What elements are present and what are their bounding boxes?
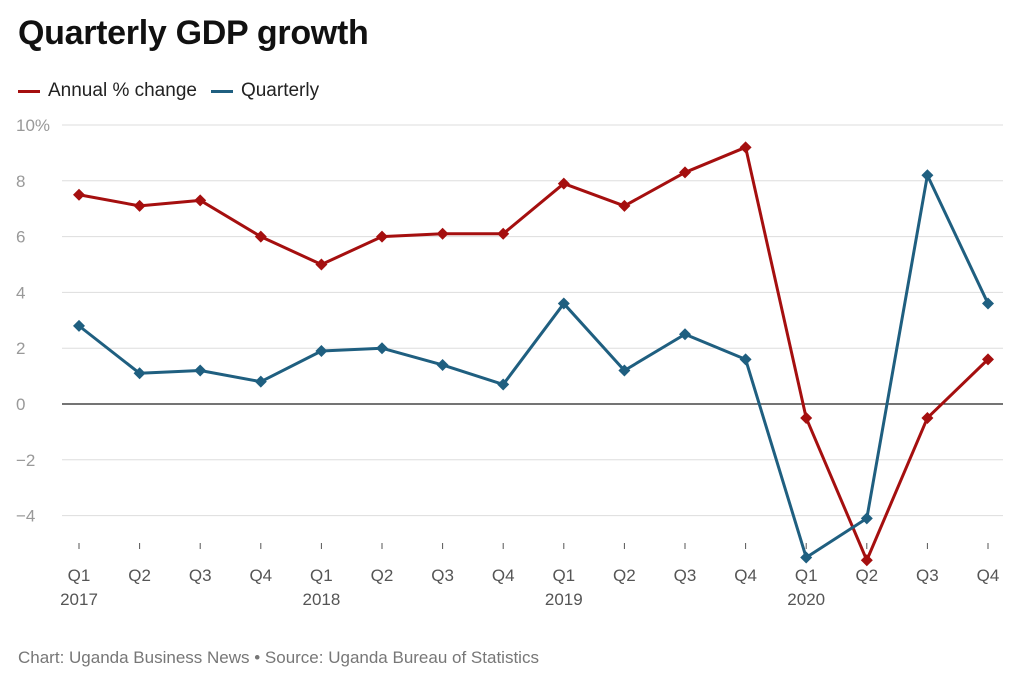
data-point-annual: [73, 188, 85, 201]
x-tick-label: Q2: [613, 566, 636, 585]
x-year-label: 2020: [787, 590, 825, 609]
x-tick-label: Q4: [734, 566, 757, 585]
data-point-quarterly: [73, 319, 85, 332]
x-tick-label: Q1: [310, 566, 333, 585]
x-tick-label: Q3: [189, 566, 212, 585]
data-point-quarterly: [194, 364, 207, 377]
data-point-quarterly: [497, 378, 510, 391]
chart-footer: Chart: Uganda Business News • Source: Ug…: [18, 648, 539, 667]
x-year-label: 2019: [545, 590, 583, 609]
data-point-quarterly: [921, 169, 934, 182]
x-tick-label: Q1: [68, 566, 91, 585]
data-point-quarterly: [982, 297, 994, 310]
data-point-annual: [557, 177, 570, 190]
x-tick-label: Q2: [855, 566, 878, 585]
y-tick-label: 6: [16, 228, 25, 247]
x-tick-label: Q4: [977, 566, 1000, 585]
x-year-label: 2017: [60, 590, 98, 609]
legend-swatch-annual: [18, 89, 40, 93]
data-point-annual: [436, 227, 449, 240]
data-point-quarterly: [739, 353, 752, 366]
data-point-quarterly: [557, 297, 570, 310]
data-point-quarterly: [376, 342, 388, 355]
data-point-quarterly: [618, 364, 631, 377]
data-point-annual: [194, 194, 207, 207]
data-point-annual: [254, 230, 267, 243]
y-tick-label: 4: [16, 283, 25, 302]
legend-item-annual: Annual % change: [18, 80, 197, 102]
data-point-quarterly: [800, 551, 813, 564]
legend-label-quarterly: Quarterly: [240, 80, 320, 101]
series-line-annual: [78, 145, 990, 562]
legend-label-annual: Annual % change: [48, 80, 197, 101]
data-point-annual: [860, 554, 873, 567]
series-line-quarterly: [78, 173, 990, 559]
y-tick-label: 0: [16, 395, 25, 414]
data-point-quarterly: [436, 358, 449, 371]
data-point-quarterly: [860, 512, 873, 525]
x-tick-label: Q3: [431, 566, 454, 585]
x-tick-label: Q1: [795, 566, 818, 585]
data-point-quarterly: [315, 344, 328, 357]
data-point-annual: [497, 227, 510, 240]
data-point-annual: [921, 411, 934, 424]
y-tick-label: 10%: [16, 116, 50, 135]
x-tick-label: Q4: [249, 566, 272, 585]
x-tick-label: Q3: [916, 566, 939, 585]
y-tick-label: 2: [16, 339, 25, 358]
data-point-annual: [376, 230, 388, 243]
data-point-annual: [133, 199, 146, 212]
y-tick-label: −2: [16, 451, 35, 470]
data-point-quarterly: [254, 375, 267, 388]
x-tick-label: Q2: [128, 566, 151, 585]
y-tick-label: 8: [16, 172, 25, 191]
data-point-annual: [315, 258, 328, 271]
y-tick-label: −4: [16, 507, 35, 526]
chart-title: Quarterly GDP growth: [18, 14, 369, 52]
data-point-annual: [679, 166, 691, 179]
data-point-quarterly: [133, 367, 146, 380]
x-tick-label: Q3: [674, 566, 697, 585]
x-tick-label: Q1: [552, 566, 575, 585]
legend-swatch-quarterly: [210, 89, 233, 93]
x-year-label: 2018: [302, 590, 340, 609]
data-point-annual: [618, 199, 631, 212]
data-point-annual: [800, 411, 813, 424]
data-point-quarterly: [679, 328, 691, 341]
data-point-annual: [739, 141, 752, 154]
data-point-annual: [982, 353, 994, 366]
x-tick-label: Q4: [492, 566, 515, 585]
legend: Annual % change Quarterly: [18, 80, 333, 102]
legend-item-quarterly: Quarterly: [210, 80, 320, 102]
x-tick-label: Q2: [371, 566, 394, 585]
